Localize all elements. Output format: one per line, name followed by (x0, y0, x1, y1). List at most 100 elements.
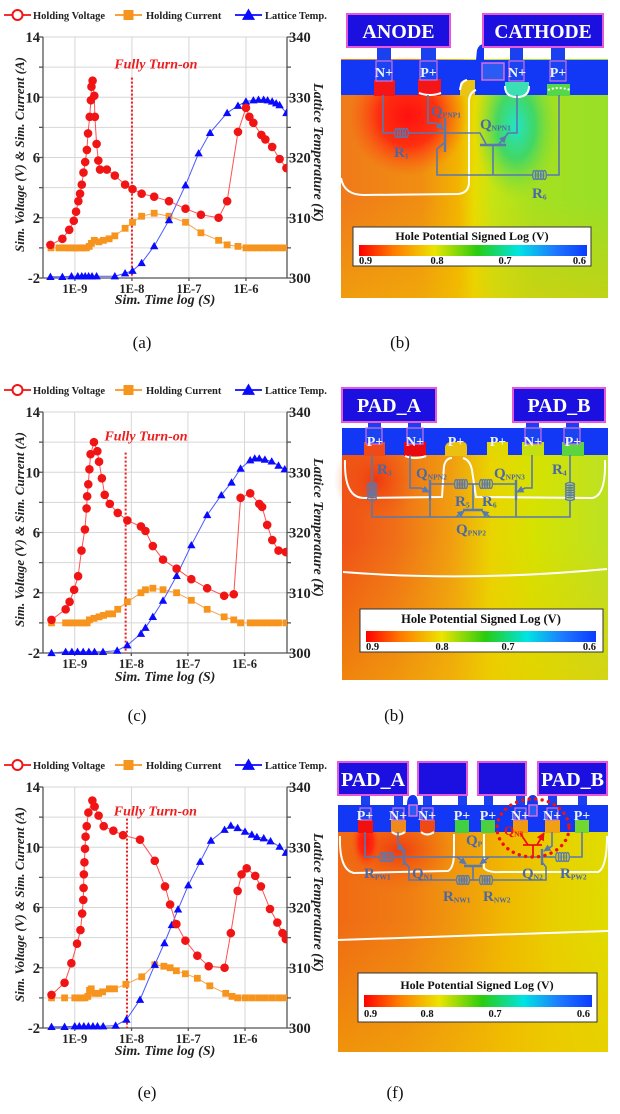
data-point-lattice-temp (260, 455, 270, 463)
data-point-holding-current (79, 244, 87, 252)
p-plus-diffusion (575, 820, 589, 833)
data-point-lattice-temp (46, 272, 55, 280)
contact-via (516, 795, 525, 805)
resistor-rnw2-coil (478, 874, 494, 886)
x-tick-label: 1E-6 (233, 1032, 258, 1046)
data-point-lattice-temp (220, 825, 229, 833)
contact-p-plus (365, 427, 383, 445)
contact-via (526, 422, 539, 429)
data-point-holding-voltage (113, 508, 123, 518)
transistor-label-qn1: QN1 (412, 866, 433, 882)
junction-contour (459, 79, 468, 91)
y-tick-label-left: 2 (33, 586, 40, 602)
legend-item-lattice-temp: Lattice Temp. (235, 8, 327, 22)
legend-box (359, 608, 604, 653)
highlight-transistor-collector (519, 832, 529, 846)
data-point-holding-voltage (72, 939, 82, 948)
resistor-label-rpw2: RPW2 (560, 866, 587, 882)
p-plus-diffusion (358, 820, 373, 833)
data-point-holding-current (248, 244, 256, 252)
contact-p-plus (359, 807, 372, 821)
data-point-holding-voltage (76, 925, 85, 935)
contact-via (484, 795, 493, 805)
y-tick-label-left: 2 (33, 961, 40, 977)
data-point-holding-voltage (128, 184, 137, 194)
data-point-lattice-temp (240, 827, 250, 835)
data-point-lattice-temp (233, 823, 242, 832)
colorbar (364, 995, 592, 1007)
label-main: Q (522, 866, 534, 882)
circuit-wire (371, 500, 571, 518)
fully-turn-on-label: Fully Turn-on (113, 58, 197, 73)
data-point-lattice-temp (135, 995, 145, 1003)
x-tick-label: 1E-8 (119, 282, 144, 296)
data-point-holding-current (234, 994, 242, 1002)
label-main: R (532, 186, 543, 202)
label-main: R (377, 462, 388, 478)
contact-via (566, 422, 579, 429)
colorbar-legend: Hole Potential Signed Log (V) 0.9 0.8 0.… (352, 226, 592, 267)
data-point-holding-voltage (90, 802, 99, 811)
pad-a-label: PAD_A (357, 395, 422, 417)
y-tick-label-right: 330 (289, 90, 311, 106)
label-subscript: 4 (563, 469, 567, 478)
circuit-wire (403, 861, 457, 881)
data-point-holding-voltage (82, 821, 91, 831)
contact-label: P+ (367, 435, 384, 450)
colorbar-tick: 0.7 (498, 256, 511, 267)
transistor-qnpn3-emitter (516, 455, 533, 493)
data-point-holding-current (223, 241, 231, 249)
data-point-holding-current (66, 619, 74, 627)
grid (43, 411, 287, 654)
data-point-lattice-temp (275, 100, 284, 109)
contact-via (408, 422, 421, 429)
junction-contour (462, 457, 607, 500)
transistor-qn1-emitter (396, 832, 404, 852)
data-point-holding-voltage (257, 502, 267, 512)
data-point-lattice-temp (98, 647, 108, 655)
legend-item-lattice-temp: Lattice Temp. (235, 383, 327, 397)
oxide-layer (338, 795, 608, 832)
data-point-holding-current (173, 589, 181, 597)
contact-label: P+ (357, 809, 374, 824)
resistor-rpw1-coil (379, 851, 394, 863)
data-point-holding-current (237, 619, 244, 627)
label-subscript: N2 (534, 873, 543, 882)
n-plus-diffusion (505, 82, 529, 97)
data-point-holding-current (159, 586, 167, 594)
colorbar-tick: 0.9 (364, 1009, 377, 1020)
data-point-holding-current (182, 218, 189, 226)
data-point-holding-current (253, 244, 261, 252)
data-point-lattice-temp (206, 836, 216, 844)
chart-a-transient-response: 14 10 6 2 -2 340 330 320 310 300 1E-9 1E-8 1E-7 1E-6 S… (4, 8, 327, 308)
data-point-holding-current (111, 985, 118, 993)
equivalent-circuit (364, 832, 583, 886)
n-plus-diffusion (391, 820, 406, 833)
x-tick-label: 1E-9 (62, 282, 87, 296)
data-point-holding-voltage (275, 154, 284, 164)
data-point-holding-voltage (67, 958, 76, 968)
data-point-holding-voltage (78, 895, 88, 905)
contact-label: P+ (490, 435, 507, 450)
anode-pad-label: ANODE (362, 21, 434, 43)
label-main: R (455, 494, 466, 510)
y-axis-title-right: Lattice Temperature (K) (310, 82, 325, 222)
data-point-holding-voltage (89, 437, 99, 447)
caption-b: (b) (390, 333, 410, 352)
transistor-label-qn3: QN3 (504, 823, 524, 839)
data-point-holding-voltage (85, 464, 94, 474)
data-point-lattice-temp (241, 97, 251, 105)
data-point-holding-voltage (265, 904, 275, 914)
resistor-r4-coil (564, 481, 576, 502)
data-point-holding-current (275, 619, 282, 627)
data-point-holding-voltage (233, 886, 242, 896)
data-point-lattice-temp (266, 837, 275, 845)
data-point-lattice-temp (93, 1021, 102, 1030)
data-point-lattice-temp (282, 108, 287, 117)
diffusion-regions (364, 442, 584, 456)
data-point-lattice-temp (78, 647, 88, 655)
series-holding-voltage (47, 796, 287, 1000)
p-plus-diffusion (481, 820, 495, 833)
y-tick-label-left: 2 (33, 211, 40, 227)
data-point-holding-voltage (261, 135, 270, 144)
